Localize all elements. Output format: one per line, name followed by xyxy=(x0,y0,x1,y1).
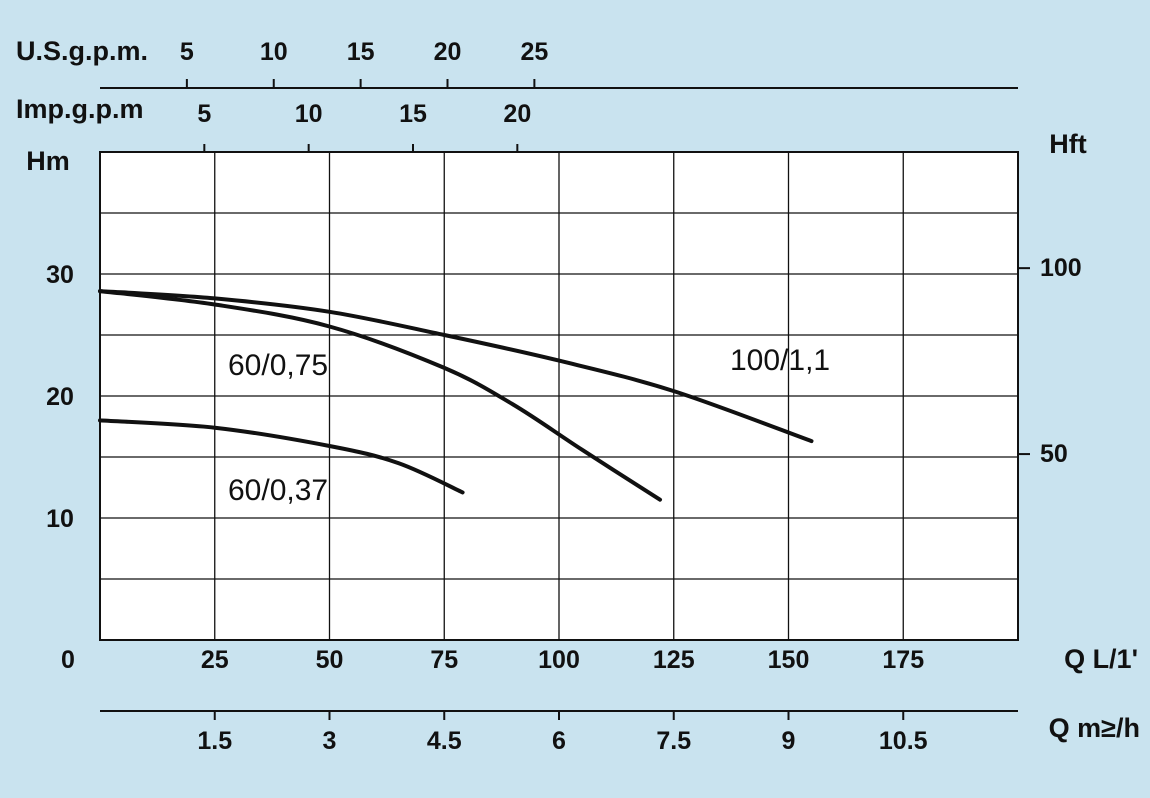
series-label-60-0-75: 60/0,75 xyxy=(228,349,328,382)
y-tick-label-right: 100 xyxy=(1040,254,1082,282)
x-tick-label: 125 xyxy=(653,646,695,674)
x-axis-label-impgpm: Imp.g.p.m xyxy=(16,94,144,124)
y-tick-label-left: 10 xyxy=(46,505,74,533)
x-tick-label-usgpm: 15 xyxy=(347,38,375,66)
x-tick-label-m3h: 10.5 xyxy=(879,727,928,755)
x-tick-label: 150 xyxy=(768,646,810,674)
series-label-100-1-1: 100/1,1 xyxy=(730,344,830,377)
x-tick-label-m3h: 9 xyxy=(782,727,796,755)
y-tick-label-left: 30 xyxy=(46,261,74,289)
x-axis-label-usgpm: U.S.g.p.m. xyxy=(16,36,148,66)
x-axis-label-lmin: Q L/1' xyxy=(1064,644,1138,674)
series-label-60-0-37: 60/0,37 xyxy=(228,474,328,507)
x-tick-label-m3h: 6 xyxy=(552,727,566,755)
series-line-60-0-37 xyxy=(98,418,465,495)
series-line-100-1-1 xyxy=(98,289,814,444)
x-tick-label: 75 xyxy=(430,646,458,674)
y-axis-label-hm: Hm xyxy=(26,146,70,176)
y-axis-label-hft: Hft xyxy=(1049,129,1086,159)
x-tick-label-m3h: 3 xyxy=(323,727,337,755)
x-tick-label-impgpm: 10 xyxy=(295,100,323,128)
x-tick-label: 100 xyxy=(538,646,580,674)
x-tick-label: 50 xyxy=(316,646,344,674)
x-axis-label-m3h: Q m≥/h xyxy=(1049,713,1140,743)
x-tick-label: 0 xyxy=(61,646,75,674)
x-tick-label-m3h: 1.5 xyxy=(197,727,232,755)
series-line-60-0-75 xyxy=(98,289,662,502)
x-tick-label-impgpm: 5 xyxy=(197,100,211,128)
x-tick-label-usgpm: 10 xyxy=(260,38,288,66)
x-tick-label-usgpm: 25 xyxy=(520,38,548,66)
x-tick-label: 175 xyxy=(882,646,924,674)
x-tick-label: 25 xyxy=(201,646,229,674)
x-tick-label-impgpm: 20 xyxy=(503,100,531,128)
y-tick-label-left: 20 xyxy=(46,383,74,411)
x-tick-label-usgpm: 20 xyxy=(434,38,462,66)
x-tick-label-usgpm: 5 xyxy=(180,38,194,66)
x-tick-label-m3h: 4.5 xyxy=(427,727,462,755)
y-tick-label-right: 50 xyxy=(1040,440,1068,468)
x-tick-label-impgpm: 15 xyxy=(399,100,427,128)
x-tick-label-m3h: 7.5 xyxy=(656,727,691,755)
